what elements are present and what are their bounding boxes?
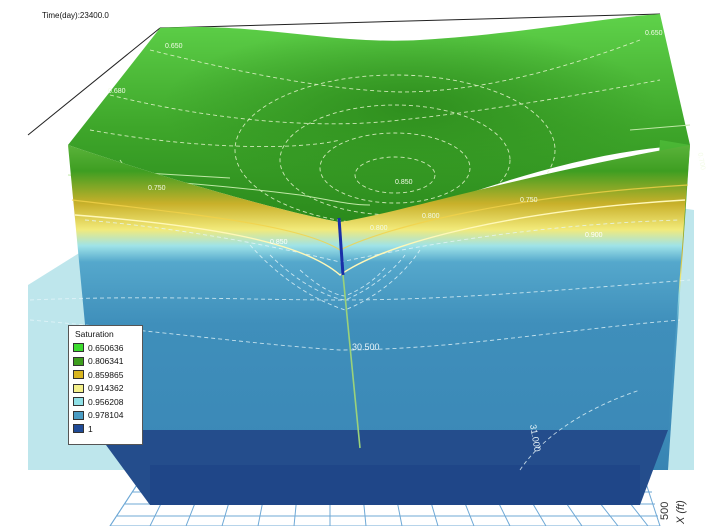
legend-label: 0.859865	[88, 369, 124, 380]
contour-label-top-3: 0.750	[148, 185, 166, 192]
legend-item: 0.914362	[73, 382, 138, 396]
legend-item: 1	[73, 422, 138, 436]
axis-title: X (ft)	[675, 500, 687, 525]
contour-label-top-1b: 0.650	[645, 30, 663, 37]
legend-swatch	[73, 343, 84, 353]
front-face	[68, 145, 690, 470]
depth-label-1: 31.000	[528, 424, 543, 453]
well-upper	[337, 217, 345, 276]
contour-label-side-1: 0.900	[585, 232, 603, 239]
legend-item: 0.978104	[73, 409, 138, 423]
legend-item: 0.956208	[73, 395, 138, 409]
well-lower	[342, 274, 361, 449]
legend-rows: 0.650636 0.806341 0.859865 0.914362 0.956208…	[73, 341, 138, 436]
contour-label-top-1: 0.680	[108, 88, 126, 95]
deep-layer-front	[150, 465, 640, 505]
contour-label-top-4: 0.750	[520, 197, 538, 204]
top-surface-shade	[68, 14, 690, 222]
legend-label: 0.956208	[88, 396, 124, 407]
frame-line-top	[159, 13, 661, 29]
legend-swatch	[73, 397, 84, 407]
depth-label-0: 30.500	[352, 342, 380, 352]
contour-label-top-2: 0.700	[696, 152, 706, 171]
axis-tick-value: 500	[659, 502, 671, 520]
legend-item: 0.859865	[73, 368, 138, 382]
legend-item: 0.650636	[73, 341, 138, 355]
legend-title: Saturation	[75, 329, 114, 339]
legend-swatch	[73, 410, 84, 420]
frame-line-left	[27, 27, 161, 136]
legend-label: 0.978104	[88, 410, 124, 421]
contour-label-top-5: 0.800	[370, 225, 388, 232]
legend-label: 0.806341	[88, 356, 124, 367]
contour-label-top-7: 0.850	[395, 179, 413, 186]
legend-swatch	[73, 356, 84, 366]
legend-swatch	[73, 424, 84, 434]
contour-label-side-0: 0.850	[270, 239, 288, 246]
time-label: Time(day):23400.0	[42, 11, 109, 20]
legend-label: 0.650636	[88, 342, 124, 353]
saturation-front-line	[74, 199, 686, 276]
contour-label-top-0: 0.650	[165, 43, 183, 50]
legend-item: 0.806341	[73, 355, 138, 369]
legend-swatch	[73, 383, 84, 393]
legend-label: 1	[88, 423, 93, 434]
saturation-legend: Saturation 0.650636 0.806341 0.859865 0.914…	[68, 325, 143, 445]
legend-label: 0.914362	[88, 383, 124, 394]
legend-swatch	[73, 370, 84, 380]
contour-label-top-6: 0.800	[422, 213, 440, 220]
